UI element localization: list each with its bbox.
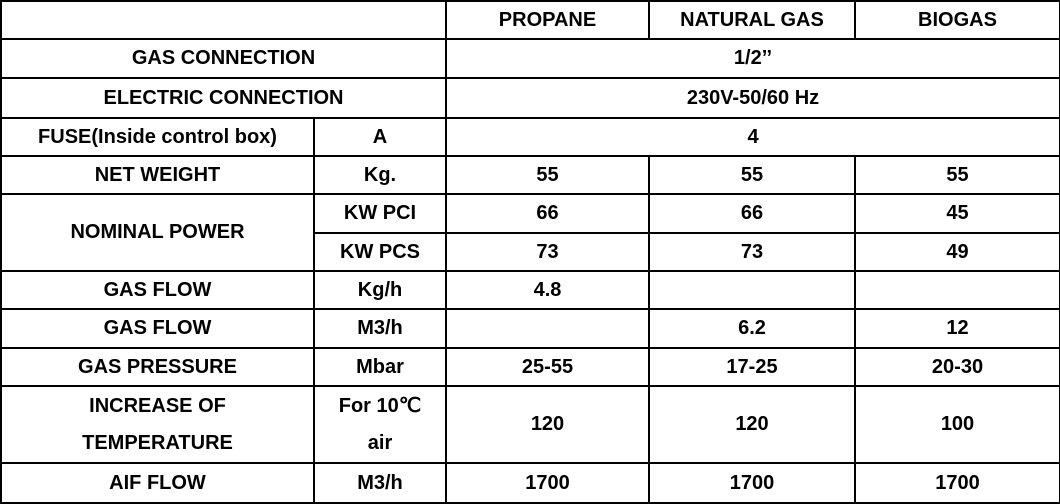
aif-flow-biogas: 1700 <box>854 462 1060 504</box>
gas-pressure-biogas: 20-30 <box>854 347 1060 387</box>
header-propane: PROPANE <box>445 0 650 40</box>
fuse-value: 4 <box>445 117 1060 157</box>
nominal-power-pcs-biogas: 49 <box>854 232 1060 272</box>
gas-flow-m3-unit: M3/h <box>313 308 447 349</box>
gas-flow-m3-label: GAS FLOW <box>0 308 315 349</box>
aif-flow-propane: 1700 <box>445 462 650 504</box>
nominal-power-pci-propane: 66 <box>445 193 650 234</box>
gas-flow-kg-label: GAS FLOW <box>0 270 315 310</box>
row-gas-flow-kg: GAS FLOW Kg/h 4.8 <box>0 270 1060 310</box>
net-weight-propane: 55 <box>445 155 650 195</box>
nominal-power-pcs-unit: KW PCS <box>313 232 447 272</box>
increase-temperature-unit: For 10℃ air <box>313 385 447 464</box>
header-biogas: BIOGAS <box>854 0 1060 40</box>
aif-flow-label: AIF FLOW <box>0 462 315 504</box>
increase-temperature-label-line2: TEMPERATURE <box>82 431 233 454</box>
increase-temperature-label: INCREASE OF TEMPERATURE <box>0 385 315 464</box>
net-weight-natural-gas: 55 <box>648 155 856 195</box>
gas-flow-m3-propane <box>445 308 650 349</box>
gas-flow-kg-propane: 4.8 <box>445 270 650 310</box>
electric-connection-label: ELECTRIC CONNECTION <box>0 77 447 119</box>
row-nominal-power-pcs: KW PCS 73 73 49 <box>1 232 1060 272</box>
nominal-power-pci-natural-gas: 66 <box>648 193 856 234</box>
net-weight-unit: Kg. <box>313 155 447 195</box>
gas-connection-label: GAS CONNECTION <box>0 38 447 79</box>
row-aif-flow: AIF FLOW M3/h 1700 1700 1700 <box>0 462 1060 504</box>
fuse-unit: A <box>313 117 447 157</box>
row-gas-connection: GAS CONNECTION 1/2’’ <box>0 38 1060 79</box>
increase-temperature-biogas: 100 <box>854 385 1060 464</box>
gas-flow-m3-biogas: 12 <box>854 308 1060 349</box>
increase-temperature-unit-line2: air <box>367 431 393 454</box>
nominal-power-pcs-natural-gas: 73 <box>648 232 856 272</box>
gas-pressure-unit: Mbar <box>313 347 447 387</box>
increase-temperature-unit-line1: For 10℃ <box>338 394 422 417</box>
row-electric-connection: ELECTRIC CONNECTION 230V-50/60 Hz <box>0 77 1060 119</box>
fuse-label: FUSE(Inside control box) <box>0 117 315 157</box>
increase-temperature-propane: 120 <box>445 385 650 464</box>
nominal-power-label: NOMINAL POWER <box>0 193 315 272</box>
row-gas-pressure: GAS PRESSURE Mbar 25-55 17-25 20-30 <box>0 347 1060 387</box>
row-net-weight: NET WEIGHT Kg. 55 55 55 <box>0 155 1060 195</box>
gas-flow-m3-natural-gas: 6.2 <box>648 308 856 349</box>
row-increase-of-temperature: INCREASE OF TEMPERATURE For 10℃ air 120 … <box>0 385 1060 464</box>
row-gas-flow-m3: GAS FLOW M3/h 6.2 12 <box>0 308 1060 349</box>
row-nominal-power-pci: NOMINAL POWER KW PCI 66 66 45 <box>0 193 1060 272</box>
increase-temperature-natural-gas: 120 <box>648 385 856 464</box>
table-header-row: PROPANE NATURAL GAS BIOGAS <box>0 0 1060 40</box>
gas-pressure-label: GAS PRESSURE <box>0 347 315 387</box>
gas-pressure-propane: 25-55 <box>445 347 650 387</box>
aif-flow-natural-gas: 1700 <box>648 462 856 504</box>
net-weight-biogas: 55 <box>854 155 1060 195</box>
gas-connection-value: 1/2’’ <box>445 38 1060 79</box>
electric-connection-value: 230V-50/60 Hz <box>445 77 1060 119</box>
net-weight-label: NET WEIGHT <box>0 155 315 195</box>
row-fuse: FUSE(Inside control box) A 4 <box>0 117 1060 157</box>
gas-flow-kg-natural-gas <box>648 270 856 310</box>
nominal-power-pcs-propane: 73 <box>445 232 650 272</box>
gas-flow-kg-biogas <box>854 270 1060 310</box>
increase-temperature-label-line1: INCREASE OF <box>89 394 226 417</box>
aif-flow-unit: M3/h <box>313 462 447 504</box>
gas-pressure-natural-gas: 17-25 <box>648 347 856 387</box>
header-natural-gas: NATURAL GAS <box>648 0 856 40</box>
nominal-power-pci-biogas: 45 <box>854 193 1060 234</box>
header-corner-cell <box>0 0 447 40</box>
nominal-power-pci-unit: KW PCI <box>313 193 447 234</box>
gas-flow-kg-unit: Kg/h <box>313 270 447 310</box>
